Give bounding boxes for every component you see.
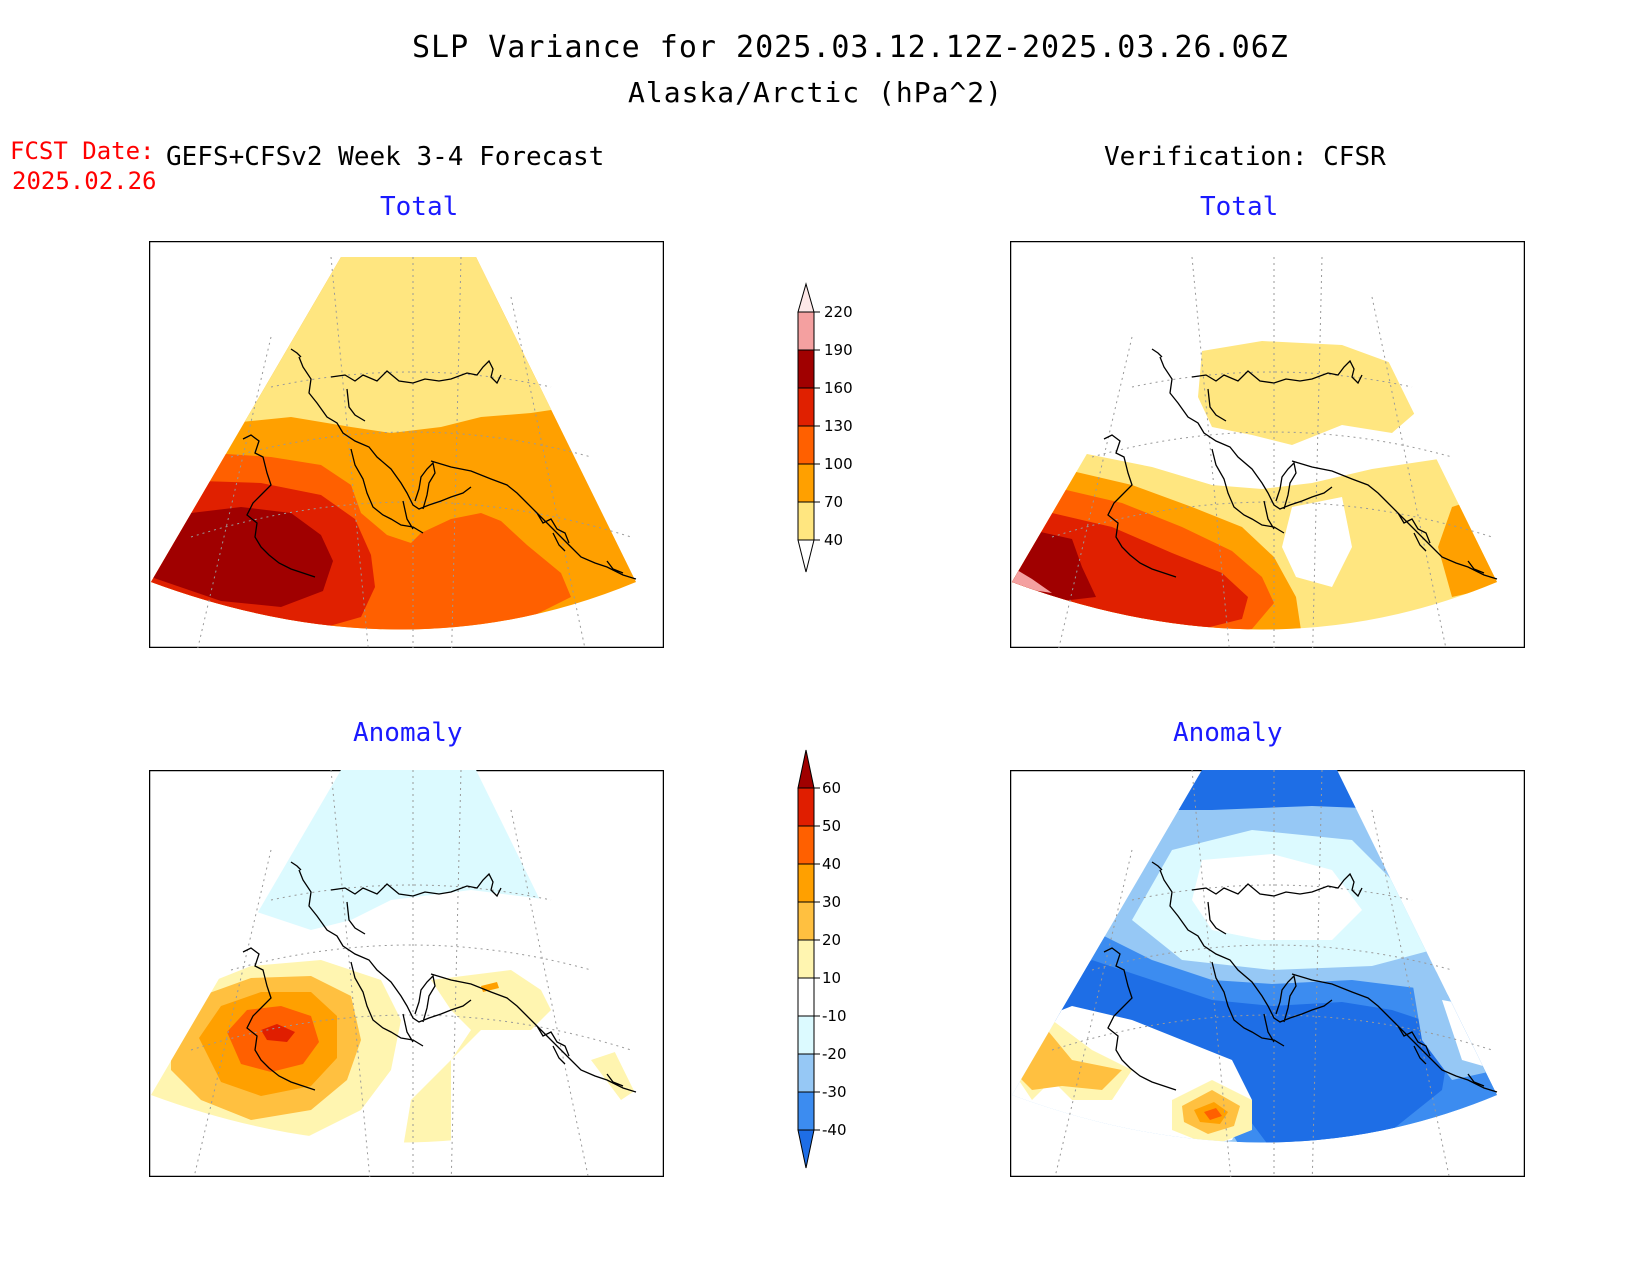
colorbar-top-triangle <box>797 282 815 313</box>
colorbar-label-20: 20 <box>822 931 841 949</box>
colorbar-box-40 <box>797 501 815 541</box>
forecast-header: GEFS+CFSv2 Week 3-4 Forecast <box>166 142 605 172</box>
colorbar-box--40 <box>797 1091 815 1131</box>
fcst-date-label: FCST Date: <box>10 137 155 165</box>
colorbar-box-10 <box>797 939 815 979</box>
verif-anomaly-map <box>1010 770 1525 1177</box>
region-40-70-north <box>1198 341 1422 445</box>
colorbar-label-70: 70 <box>824 493 843 511</box>
region-below-40 <box>1282 497 1352 587</box>
forecast-total-map <box>149 241 664 648</box>
verif-total-map <box>1010 241 1525 648</box>
forecast-anomaly-map <box>149 770 664 1177</box>
colorbar-label-100: 100 <box>824 455 853 473</box>
colorbar-box-70 <box>797 463 815 503</box>
colorbar-box--30 <box>797 1053 815 1093</box>
colorbar-box-130 <box>797 387 815 427</box>
region-160-190 <box>151 507 333 607</box>
colorbar-box--20 <box>797 1015 815 1055</box>
colorbar-box-40 <box>797 825 815 865</box>
colorbar-label--40: -40 <box>822 1121 847 1139</box>
figure-subtitle: Alaska/Arctic (hPa^2) <box>628 76 1004 109</box>
colorbar-label-130: 130 <box>824 417 853 435</box>
colorbar-box-190 <box>797 311 815 351</box>
region-40-50-south <box>1204 1108 1222 1120</box>
colorbar-box-100 <box>797 425 815 465</box>
colorbar-label-220: 220 <box>824 303 853 321</box>
colorbar-label-50: 50 <box>822 817 841 835</box>
colorbar-box-30 <box>797 863 815 903</box>
anomaly-colorbar: -40 -30 -20 -10 10 20 30 40 50 60 <box>797 749 847 1169</box>
region-neg10-10-north <box>1192 854 1362 940</box>
region-50-60 <box>261 1024 295 1042</box>
colorbar-label--10: -10 <box>822 1007 847 1025</box>
colorbar-label-60: 60 <box>822 779 841 797</box>
colorbar-bottom-triangle <box>797 1129 815 1169</box>
verif-anomaly-title: Anomaly <box>1173 718 1283 748</box>
colorbar-label-40: 40 <box>822 855 841 873</box>
colorbar-bottom-triangle <box>797 539 815 573</box>
colorbar-box-160 <box>797 349 815 389</box>
verif-total-title: Total <box>1200 192 1279 222</box>
figure-title: SLP Variance for 2025.03.12.12Z-2025.03.… <box>412 30 1289 65</box>
verification-header: Verification: CFSR <box>1104 142 1386 172</box>
colorbar-label--30: -30 <box>822 1083 847 1101</box>
forecast-total-title: Total <box>380 192 459 222</box>
total-colorbar: 40 70 100 130 160 190 220 <box>797 282 853 573</box>
region-10-20-east <box>401 970 551 1143</box>
colorbar-label-190: 190 <box>824 341 853 359</box>
region-below-neg40 <box>1032 960 1452 1143</box>
forecast-anomaly-title: Anomaly <box>353 718 463 748</box>
colorbar-box-20 <box>797 901 815 941</box>
colorbar-label-10: 10 <box>822 969 841 987</box>
colorbar-label-160: 160 <box>824 379 853 397</box>
colorbar-label--20: -20 <box>822 1045 847 1063</box>
colorbar-box--10 <box>797 977 815 1017</box>
colorbar-label-40: 40 <box>824 531 843 549</box>
colorbar-label-30: 30 <box>822 893 841 911</box>
colorbar-top-triangle <box>797 749 815 789</box>
colorbar-box-50 <box>797 787 815 827</box>
fcst-date-value: 2025.02.26 <box>12 167 157 195</box>
